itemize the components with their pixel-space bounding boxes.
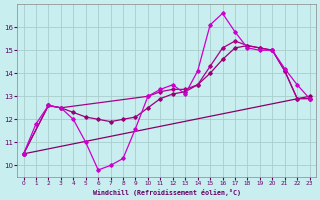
X-axis label: Windchill (Refroidissement éolien,°C): Windchill (Refroidissement éolien,°C): [92, 189, 241, 196]
